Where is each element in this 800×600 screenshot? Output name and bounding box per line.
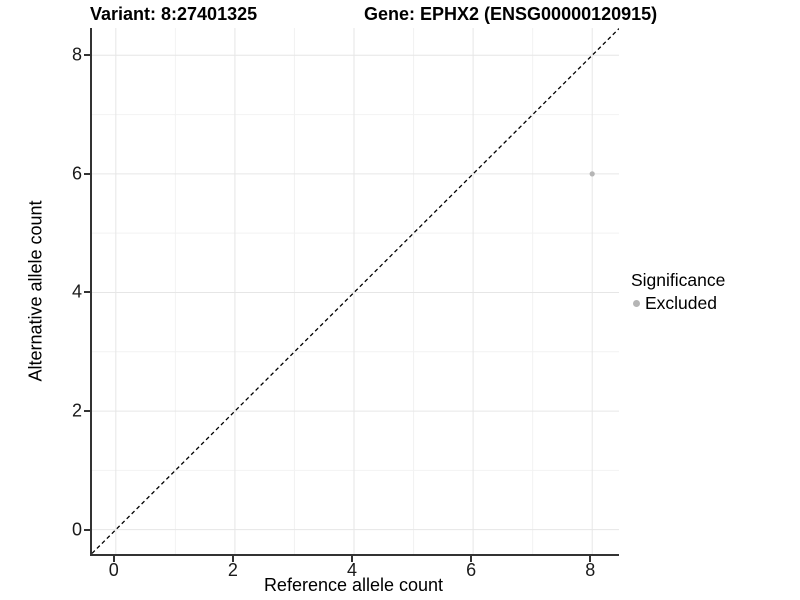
x-tick-label: 0 — [108, 560, 119, 580]
y-tick-label: 0 — [71, 519, 82, 540]
x-tick-mark — [470, 556, 473, 562]
x-tick-mark — [351, 556, 353, 562]
plot-title-variant: Variant: 8:27401325 — [90, 4, 258, 24]
x-tick-label: 4 — [346, 560, 358, 580]
x-tick-label: 8 — [585, 560, 596, 580]
legend-title: Significance — [631, 270, 726, 290]
scatter-plot-canvas — [92, 28, 619, 554]
x-tick-label: 2 — [227, 560, 238, 580]
legend-key-dot-icon — [633, 299, 640, 307]
y-tick-label: 8 — [71, 44, 82, 65]
y-tick-label: 4 — [71, 281, 82, 302]
legend: Significance Excluded — [631, 270, 725, 313]
y-tick-mark — [84, 410, 90, 413]
y-tick-mark — [84, 172, 90, 175]
legend-items: Excluded — [631, 293, 725, 313]
y-tick-mark — [84, 54, 90, 57]
data-point — [589, 171, 595, 177]
x-tick-mark — [112, 556, 115, 562]
y-tick-mark — [84, 528, 90, 531]
legend-item-label: Excluded — [645, 292, 717, 313]
identity-line — [92, 28, 619, 554]
legend-item: Excluded — [633, 293, 725, 313]
plot-panel — [90, 28, 619, 556]
x-tick-label: 6 — [466, 560, 477, 580]
y-tick-mark — [84, 291, 90, 294]
y-tick-label: 6 — [71, 163, 82, 184]
y-axis-title: Alternative allele count — [25, 200, 46, 382]
y-tick-label: 2 — [71, 400, 82, 421]
x-tick-mark — [589, 556, 592, 562]
plot-title-gene: Gene: EPHX2 (ENSG00000120915) — [364, 4, 658, 24]
x-axis-title: Reference allele count — [263, 575, 444, 595]
x-tick-mark — [231, 556, 234, 562]
